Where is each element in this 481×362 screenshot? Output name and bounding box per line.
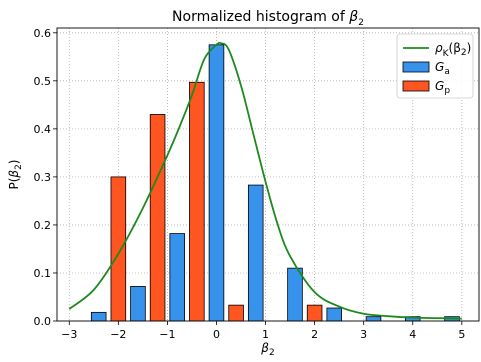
bar-gp (110, 176, 127, 322)
bar-gp (149, 114, 166, 322)
x-tick-label: 0 (213, 328, 220, 341)
y-tick-label: 0.5 (34, 75, 52, 88)
y-tick-label: 0.1 (34, 267, 52, 280)
y-tick-label: 0.3 (34, 171, 52, 184)
x-tick-label: −1 (159, 328, 175, 341)
legend-ga-swatch (402, 61, 430, 73)
bar-gp (228, 304, 244, 322)
series-rho-line (68, 41, 462, 320)
legend: ρK(β2)Ga Gp (396, 33, 474, 99)
y-tick-label: 0.2 (34, 219, 52, 232)
y-tick-label: 0.4 (34, 123, 52, 136)
bar-ga (365, 316, 382, 322)
legend-gp-label: Gp (435, 79, 450, 96)
bar-gp (306, 304, 323, 322)
series-gp-bars (110, 81, 323, 322)
bar-gp (189, 81, 205, 322)
legend-rho-label: ρK(β2) (435, 41, 471, 59)
legend-ga-label: Ga (435, 60, 450, 77)
x-tick-label: 4 (409, 328, 416, 341)
legend-gp-swatch (402, 80, 430, 92)
bar-ga (287, 267, 303, 322)
axes (56, 27, 480, 322)
bar-ga (130, 286, 146, 322)
x-tick-label: −3 (61, 328, 77, 341)
x-tick-label: 5 (458, 328, 465, 341)
x-axis-ticks: −3 −2 −1 0 1 2 3 4 5 (61, 321, 465, 341)
bar-ga (90, 311, 107, 322)
x-axis-label: β2 (260, 341, 274, 358)
x-tick-label: −2 (110, 328, 126, 341)
y-axis-ticks: 0.0 0.1 0.2 0.3 0.4 0.5 0.6 (34, 27, 57, 328)
x-tick-label: 3 (360, 328, 367, 341)
y-tick-label: 0.6 (34, 27, 52, 40)
x-tick-label: 2 (311, 328, 318, 341)
series-ga-bars (90, 44, 460, 322)
plot-frame (56, 27, 480, 322)
series-rho-line-group (68, 41, 462, 320)
bar-ga (169, 233, 185, 322)
bar-ga (326, 307, 343, 322)
chart-title: Normalized histogram of β2 (172, 9, 364, 28)
y-axis-label: P(β2) (7, 159, 24, 189)
y-tick-label: 0.0 (34, 315, 52, 328)
x-tick-label: 1 (262, 328, 269, 341)
bar-ga (247, 184, 264, 322)
bar-ga (208, 44, 225, 322)
